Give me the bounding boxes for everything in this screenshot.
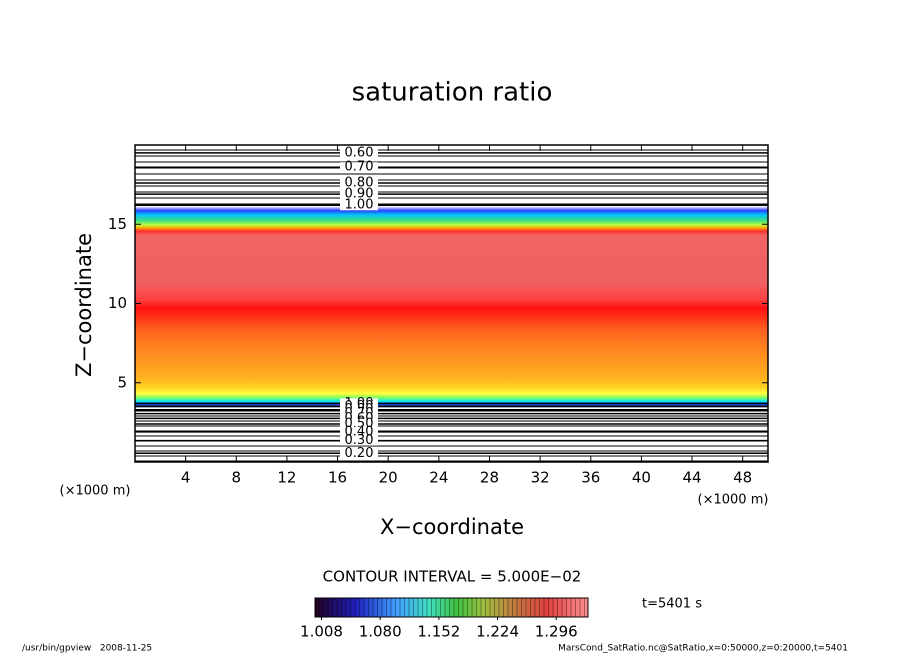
- x-unit: (×1000 m): [698, 493, 769, 508]
- contour-label: 0.20: [345, 446, 374, 461]
- contour-label-bg: [340, 448, 378, 459]
- x-tick-label: 44: [682, 469, 701, 487]
- y-unit: (×1000 m): [60, 484, 131, 499]
- field: [135, 200, 768, 408]
- contour-label-bg: [340, 435, 378, 446]
- y-tick-label: 5: [117, 373, 127, 391]
- x-tick-label: 28: [480, 469, 499, 487]
- contour-label-bg: [340, 418, 378, 429]
- x-tick-label: 24: [429, 469, 448, 487]
- contour-label-bg: [340, 200, 378, 211]
- colorbar: [314, 597, 589, 618]
- y-axis-label: Z−coordinate: [72, 233, 96, 377]
- x-tick-label: 20: [379, 469, 398, 487]
- x-axis-label: X−coordinate: [380, 515, 524, 539]
- y-tick-label: 10: [108, 294, 127, 312]
- x-tick-label: 12: [277, 469, 296, 487]
- contour-label: 0.60: [345, 145, 374, 160]
- contour-label: 0.30: [345, 433, 374, 448]
- contour-label: 0.90: [345, 187, 374, 202]
- x-tick-label: 36: [581, 469, 600, 487]
- contour-label-bg: [340, 413, 378, 424]
- x-tick-label: 48: [733, 469, 752, 487]
- contour-label-bg: [340, 189, 378, 200]
- colorbar-tick-label: 1.224: [476, 623, 519, 641]
- contour-label-bg: [340, 178, 378, 189]
- contour-label: 0.80: [345, 176, 374, 191]
- footer-right: MarsCond_SatRatio.nc@SatRatio,x=0:50000,…: [558, 644, 848, 654]
- contour-label: 1.00: [345, 198, 374, 213]
- colorbar-tick-label: 1.152: [417, 623, 460, 641]
- chart-title: saturation ratio: [352, 78, 553, 108]
- x-tick-label: 4: [181, 469, 191, 487]
- colorbar-tick-label: 1.296: [535, 623, 578, 641]
- x-tick-label: 40: [632, 469, 651, 487]
- x-tick-label: 16: [328, 469, 347, 487]
- colorbar-tick-label: 1.080: [359, 623, 402, 641]
- footer-left: /usr/bin/gpview 2008-11-25: [22, 644, 152, 654]
- contour-label-bg: [340, 162, 378, 173]
- x-tick-label: 32: [531, 469, 550, 487]
- time-label: t=5401 s: [642, 597, 702, 612]
- contour-label-bg: [340, 426, 378, 437]
- contour-interval: CONTOUR INTERVAL = 5.000E−02: [323, 568, 582, 586]
- contour-label-bg: [340, 147, 378, 158]
- x-tick-label: 8: [232, 469, 242, 487]
- y-tick-label: 15: [108, 215, 127, 233]
- contour-label: 0.70: [345, 160, 374, 175]
- colorbar-tick-label: 1.008: [300, 623, 343, 641]
